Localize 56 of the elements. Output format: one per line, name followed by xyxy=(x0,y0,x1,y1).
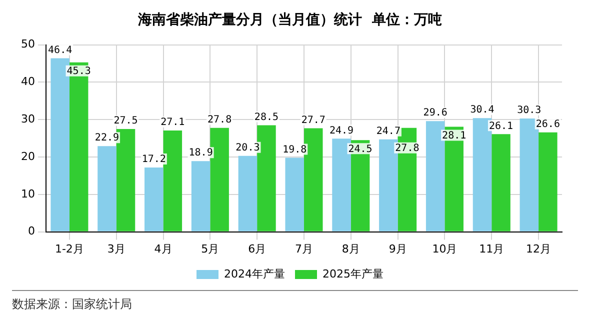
legend-label: 2024年产量 xyxy=(224,267,286,280)
data-label: 26.1 xyxy=(488,120,514,132)
data-label: 30.3 xyxy=(517,105,542,116)
data-label: 24.5 xyxy=(348,144,372,155)
x-tick-label: 3月 xyxy=(107,242,126,256)
data-label: 45.3 xyxy=(66,66,91,77)
x-tick-label: 9月 xyxy=(388,242,407,256)
x-tick-label: 12月 xyxy=(526,242,552,256)
y-tick-label: 10 xyxy=(20,187,35,200)
data-label: 29.6 xyxy=(423,108,448,119)
x-tick-label: 10月 xyxy=(432,242,458,256)
bar xyxy=(257,125,276,232)
y-tick-label: 40 xyxy=(20,75,35,88)
bar xyxy=(444,126,464,232)
bar xyxy=(69,62,88,232)
data-label: 22.9 xyxy=(94,132,120,144)
data-label: 27.8 xyxy=(395,143,420,154)
bar xyxy=(492,134,510,232)
bar xyxy=(98,146,116,232)
y-tick-label: 20 xyxy=(20,150,35,163)
data-label: 27.1 xyxy=(160,117,185,128)
data-label: 26.6 xyxy=(536,118,560,130)
bar xyxy=(163,130,182,232)
y-tick-label: 50 xyxy=(20,38,35,51)
bar xyxy=(285,158,304,232)
x-tick-label: 4月 xyxy=(154,242,172,256)
data-label: 18.9 xyxy=(188,148,213,159)
x-tick-label: 8月 xyxy=(342,242,360,256)
data-label: 20.3 xyxy=(236,142,260,154)
bar xyxy=(238,156,258,232)
data-label: 27.5 xyxy=(114,116,138,127)
data-label: 24.9 xyxy=(329,125,354,136)
data-label: 24.7 xyxy=(376,126,400,138)
x-tick-label: 6月 xyxy=(248,242,266,256)
data-label: 27.8 xyxy=(208,114,232,126)
x-tick-label: 11月 xyxy=(479,242,504,256)
data-label: 46.4 xyxy=(48,44,72,56)
x-tick-label: 7月 xyxy=(295,242,313,256)
data-label: 19.8 xyxy=(282,144,307,156)
bar xyxy=(538,132,558,232)
data-label: 30.4 xyxy=(470,104,494,116)
bar xyxy=(144,167,164,232)
source-note: 数据来源：国家统计局 xyxy=(11,296,133,313)
x-tick-label: 1-2月 xyxy=(54,242,84,256)
legend-label: 2025年产量 xyxy=(322,267,384,280)
chart-title: 海南省柴油产量分月（当月值）统计 单位：万吨 xyxy=(137,11,442,28)
bar xyxy=(191,161,210,232)
bar xyxy=(304,128,323,232)
data-label: 28.1 xyxy=(442,130,466,142)
y-tick-label: 0 xyxy=(28,224,35,238)
bar xyxy=(332,138,351,232)
y-tick-label: 30 xyxy=(20,112,35,126)
data-label: 28.5 xyxy=(254,112,279,123)
data-label: 27.7 xyxy=(301,114,326,126)
data-label: 17.2 xyxy=(142,154,166,166)
x-tick-label: 5月 xyxy=(201,242,220,256)
